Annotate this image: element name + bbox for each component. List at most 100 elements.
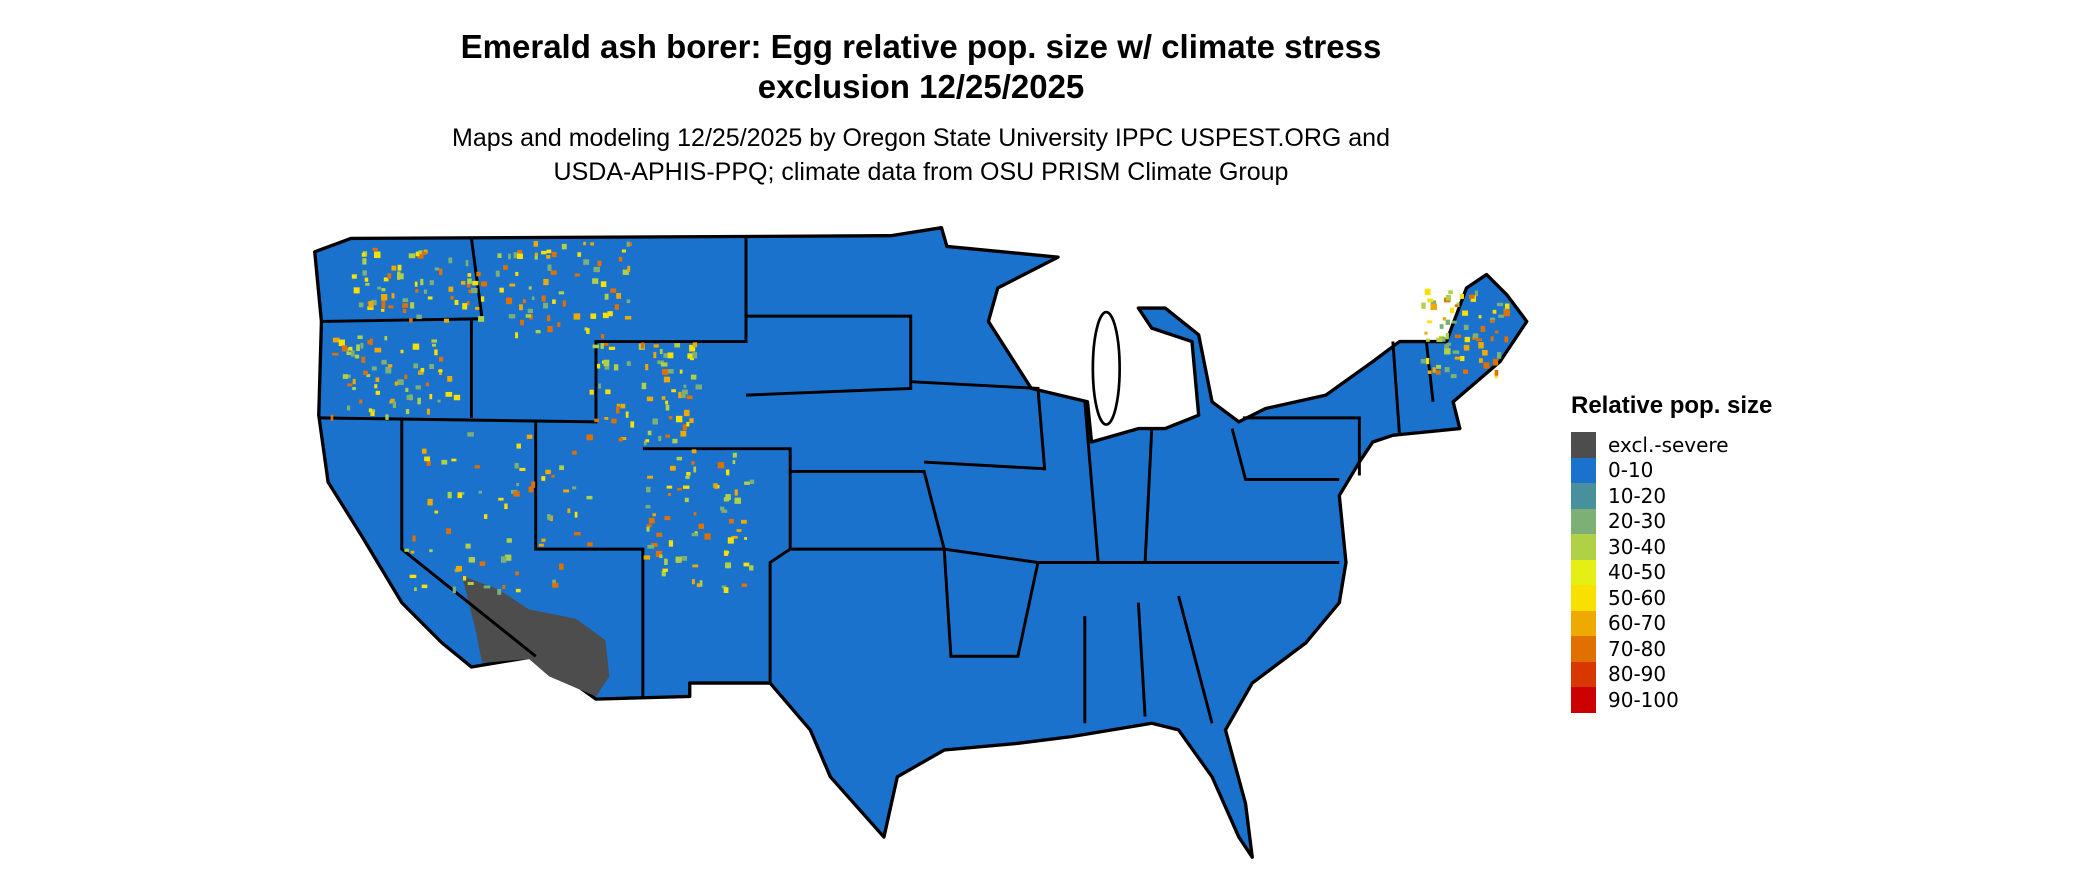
speckle xyxy=(603,359,610,367)
speckle xyxy=(1451,320,1457,324)
speckle xyxy=(405,409,410,415)
speckle xyxy=(377,286,382,290)
speckle xyxy=(725,469,730,476)
speckle xyxy=(410,550,415,554)
speckle xyxy=(590,242,594,246)
speckle xyxy=(1494,369,1499,376)
speckle xyxy=(749,479,755,485)
speckle xyxy=(543,278,549,286)
speckle xyxy=(618,438,623,442)
speckle xyxy=(1463,324,1469,330)
speckle xyxy=(1439,336,1446,342)
speckle xyxy=(574,273,580,277)
speckle xyxy=(586,495,593,500)
speckle xyxy=(1498,314,1505,318)
speckle xyxy=(426,460,431,466)
speckle xyxy=(397,264,402,271)
speckle xyxy=(1489,320,1495,323)
speckle xyxy=(381,308,385,312)
speckle xyxy=(409,574,417,579)
speckle xyxy=(519,304,523,311)
speckle xyxy=(502,584,506,589)
speckle xyxy=(723,550,729,556)
speckle xyxy=(558,291,565,295)
speckle xyxy=(1459,356,1465,362)
speckle xyxy=(659,554,663,559)
speckle xyxy=(451,458,457,462)
speckle xyxy=(400,349,404,354)
speckle xyxy=(448,286,454,292)
speckle xyxy=(586,328,590,334)
speckle xyxy=(417,397,421,405)
legend-label: 80-90 xyxy=(1608,662,1667,687)
speckle xyxy=(445,391,453,397)
speckle xyxy=(432,343,436,347)
speckle xyxy=(468,557,476,563)
speckle xyxy=(534,255,538,260)
legend-swatch xyxy=(1571,636,1596,662)
speckle xyxy=(504,503,508,510)
speckle xyxy=(371,366,377,371)
speckle xyxy=(347,405,351,411)
speckle xyxy=(347,383,353,387)
speckle xyxy=(1430,300,1437,306)
speckle xyxy=(366,374,371,378)
speckle xyxy=(438,356,444,362)
speckle xyxy=(665,434,670,438)
legend-label: 50-60 xyxy=(1608,585,1667,610)
speckle xyxy=(418,250,423,254)
speckle xyxy=(668,540,674,547)
speckle xyxy=(1490,317,1495,321)
speckle xyxy=(669,465,676,471)
speckle xyxy=(452,586,456,594)
speckle xyxy=(417,370,424,375)
speckle xyxy=(514,463,519,469)
speckle xyxy=(1445,294,1452,301)
speckle xyxy=(741,519,747,524)
speckle xyxy=(356,344,360,352)
speckle xyxy=(1496,302,1504,307)
speckle xyxy=(602,312,609,319)
speckle xyxy=(372,247,378,251)
speckle xyxy=(354,354,360,359)
speckle xyxy=(387,364,393,368)
speckle xyxy=(1492,309,1497,314)
speckle xyxy=(744,481,750,485)
speckle xyxy=(640,342,645,349)
speckle xyxy=(676,456,683,461)
speckle xyxy=(383,277,389,282)
speckle xyxy=(368,301,374,308)
speckle xyxy=(427,296,433,300)
speckle xyxy=(541,250,547,255)
speckle xyxy=(1427,320,1433,324)
speckle xyxy=(1446,342,1452,346)
speckle xyxy=(345,347,349,353)
speckle xyxy=(607,311,613,317)
speckle xyxy=(643,555,651,560)
speckle xyxy=(515,271,519,276)
speckle xyxy=(361,356,366,363)
legend-title: Relative pop. size xyxy=(1571,392,1773,419)
speckle xyxy=(682,485,690,489)
speckle xyxy=(594,418,599,423)
speckle xyxy=(549,515,553,522)
speckle xyxy=(721,509,728,513)
speckle xyxy=(1462,369,1469,374)
speckle xyxy=(626,361,631,366)
speckle xyxy=(660,362,668,367)
speckle xyxy=(360,342,364,349)
speckle xyxy=(479,561,486,567)
legend-item: 30-40 xyxy=(1571,534,1772,560)
speckle xyxy=(483,514,488,519)
speckle xyxy=(728,518,734,524)
speckle xyxy=(1483,362,1490,369)
legend-swatch xyxy=(1571,483,1596,509)
speckle xyxy=(682,424,687,431)
speckle xyxy=(397,273,404,280)
speckle xyxy=(602,343,609,346)
speckle xyxy=(460,280,466,285)
speckle xyxy=(508,314,516,319)
speckle xyxy=(515,588,521,593)
speckle xyxy=(346,351,352,356)
speckle xyxy=(1435,370,1441,375)
